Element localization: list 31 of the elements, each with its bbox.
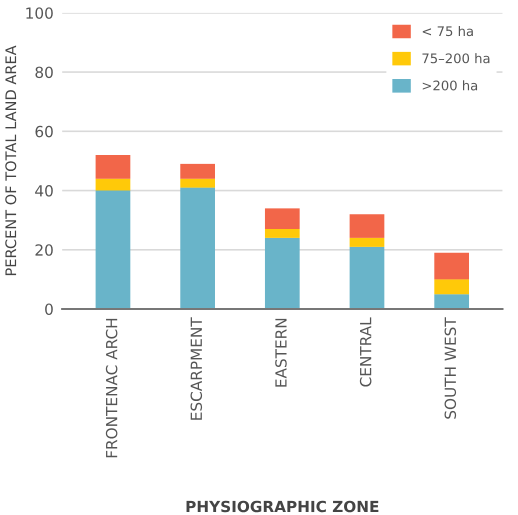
y-tick-label: 0 — [45, 303, 53, 316]
bar — [180, 188, 215, 309]
bar — [96, 190, 130, 309]
bar — [264, 229, 300, 238]
y-tick-label: 80 — [35, 66, 53, 78]
legend-label: 75–200 ha — [422, 53, 490, 64]
bar — [350, 214, 384, 238]
x-tick-label: FRONTENAC ARCH — [106, 318, 118, 458]
bar — [96, 155, 130, 179]
bar — [264, 238, 300, 309]
bar — [264, 208, 300, 230]
x-axis-title: PHYSIOGRAPHIC ZONE — [186, 500, 378, 512]
y-tick-label: 20 — [36, 244, 53, 256]
y-tick-label: 60 — [35, 126, 53, 138]
x-tick-label: CENTRAL — [360, 317, 372, 387]
y-tick-label: 100 — [26, 7, 53, 19]
y-tick-label: 40 — [35, 185, 53, 197]
bar — [350, 238, 384, 247]
bar — [434, 252, 470, 280]
bar — [350, 246, 384, 309]
bar — [180, 178, 215, 188]
y-axis-title: PERCENT OF TOTAL LAND AREA — [5, 45, 16, 276]
bar — [96, 178, 130, 191]
legend-label: >200 ha — [422, 80, 478, 90]
x-tick-label: ESCARPMENT — [190, 317, 202, 420]
bar — [434, 279, 470, 294]
x-tick-label: EASTERN — [275, 318, 287, 387]
bar — [180, 164, 215, 179]
x-tick-label: SOUTH WEST — [444, 317, 456, 419]
bar — [434, 294, 470, 309]
legend-label: < 75 ha — [422, 26, 473, 36]
